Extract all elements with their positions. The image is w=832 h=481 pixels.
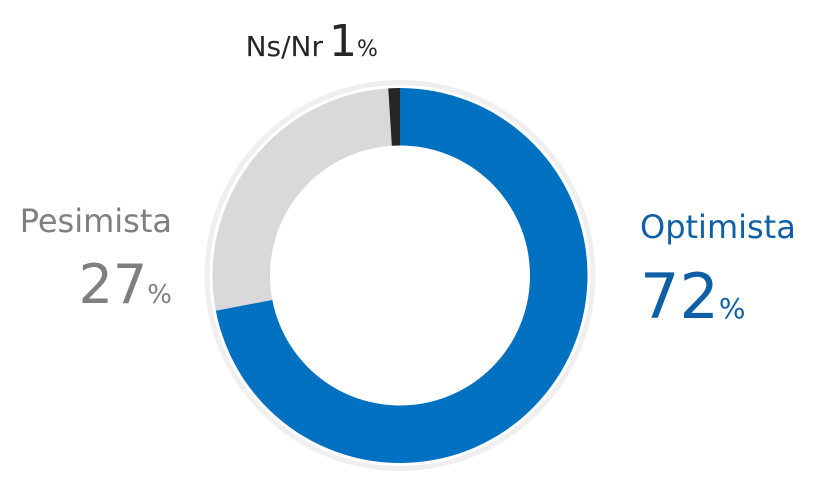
category-label: Ns/Nr xyxy=(246,30,324,63)
value-label: 1% xyxy=(329,16,378,67)
donut-slice xyxy=(215,88,588,464)
outer-ring xyxy=(204,80,596,471)
category-label: Pesimista xyxy=(20,202,172,240)
donut-slice xyxy=(212,88,392,311)
category-label: Optimista xyxy=(640,208,796,246)
value-label: 72% xyxy=(640,260,746,333)
value-label: 27% xyxy=(79,253,172,316)
donut-slice xyxy=(388,88,400,146)
